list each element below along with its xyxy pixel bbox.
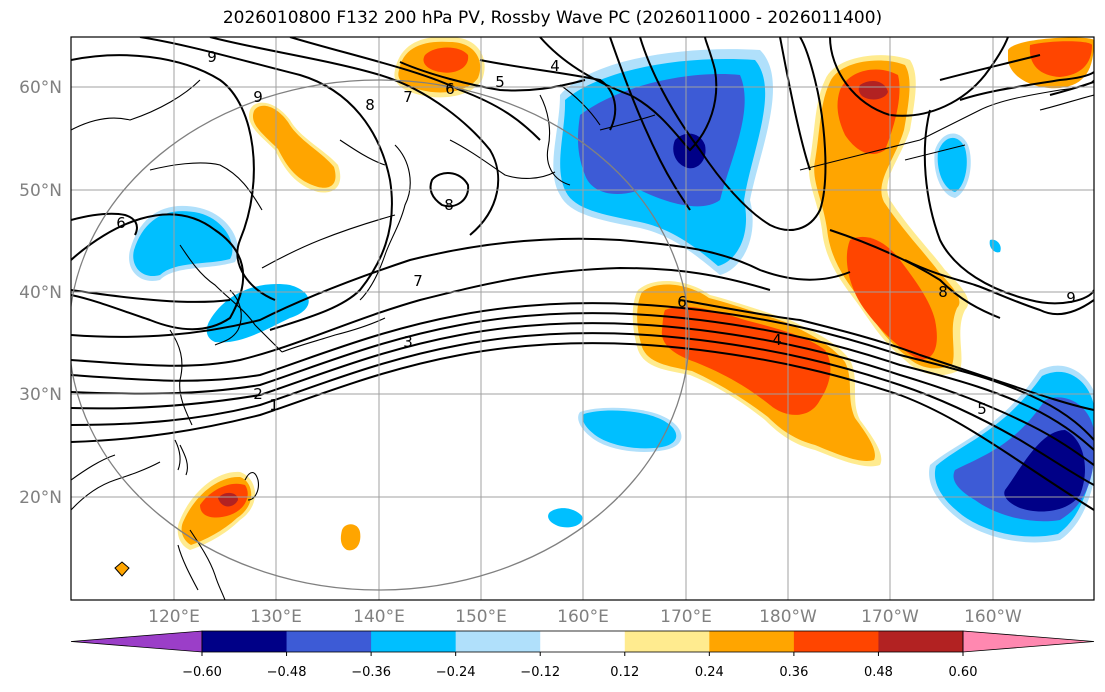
lon-label: 120°E	[148, 607, 200, 627]
contour-label: 9	[253, 88, 263, 106]
latitude-labels: 60°N 50°N 40°N 30°N 20°N	[19, 78, 62, 508]
contour-label: 5	[977, 400, 987, 418]
colorbar-tick-label: −0.24	[436, 665, 476, 680]
lon-label: 160°E	[557, 607, 609, 627]
colorbar-segment	[286, 631, 372, 652]
colorbar-tick-label: −0.12	[520, 665, 560, 680]
colorbar-segment	[878, 631, 964, 652]
contour-label: 8	[444, 196, 454, 214]
colorbar-segment	[202, 631, 288, 652]
map-gridlines	[71, 37, 1094, 600]
pv-contours	[71, 37, 1094, 511]
contour-label: 8	[365, 96, 375, 114]
colorbar-tick-label: −0.48	[267, 665, 307, 680]
map-title: 2026010800 F132 200 hPa PV, Rossby Wave …	[222, 8, 883, 28]
contour-label: 9	[207, 48, 217, 66]
lat-label: 50°N	[19, 181, 62, 201]
colorbar-tick-label: −0.36	[351, 665, 391, 680]
contour-label: 5	[495, 73, 505, 91]
contour-label: 4	[550, 57, 560, 75]
map-frame	[70, 36, 1095, 601]
lat-label: 20°N	[19, 488, 62, 508]
colorbar-extend-high	[962, 630, 1095, 653]
lon-label: 180°W	[759, 607, 817, 627]
colorbar-segment	[624, 631, 710, 652]
contour-label: 9	[1066, 289, 1076, 307]
lon-label: 160°W	[964, 607, 1022, 627]
contour-label: 6	[445, 80, 455, 98]
colorbar-tick-label: 0.24	[695, 665, 724, 680]
coastlines	[71, 79, 1094, 600]
colorbar-tick-label: 0.12	[610, 665, 639, 680]
colorbar-segment	[371, 631, 457, 652]
lon-label: 130°E	[250, 607, 302, 627]
longitude-labels: 120°E 130°E 140°E 150°E 160°E 170°E 180°…	[148, 607, 1022, 627]
contour-labels: 9 8 7 6 5 4 9 8 7 6 3 2 1 6 4 5 8 9	[116, 48, 1076, 418]
contour-label: 7	[413, 272, 423, 290]
contour-label: 6	[116, 214, 126, 232]
colorbar: −0.60 −0.48 −0.36 −0.24 −0.12 0.12 0.24 0.36 0.4…	[70, 630, 1095, 680]
colorbar-segment	[540, 631, 626, 652]
colorbar-segment	[455, 631, 541, 652]
colorbar-segment	[793, 631, 879, 652]
contour-label: 6	[677, 293, 687, 311]
map-plot-area: 9 8 7 6 5 4 9 8 7 6 3 2 1 6 4 5 8 9	[71, 37, 1094, 600]
lon-label: 140°E	[353, 607, 405, 627]
lat-label: 40°N	[19, 283, 62, 303]
lat-label: 30°N	[19, 385, 62, 405]
colorbar-tick-label: 0.36	[779, 665, 808, 680]
lon-label: 170°W	[861, 607, 919, 627]
colorbar-frame	[201, 630, 964, 653]
contour-label: 8	[938, 283, 948, 301]
colorbar-segment	[709, 631, 795, 652]
lat-label: 60°N	[19, 78, 62, 98]
colorbar-tick-label: −0.60	[182, 665, 222, 680]
contour-label: 2	[253, 385, 263, 403]
negative-anomaly-fills	[129, 49, 1094, 543]
colorbar-tick-label: 0.48	[864, 665, 893, 680]
contour-label: 1	[269, 396, 279, 414]
contour-label: 7	[403, 88, 413, 106]
colorbar-extend-low	[70, 630, 203, 653]
colorbar-tick-label: 0.60	[949, 665, 978, 680]
lon-label: 150°E	[455, 607, 507, 627]
contour-label: 4	[772, 331, 782, 349]
lon-label: 170°E	[660, 607, 712, 627]
region-circle	[71, 79, 690, 591]
contour-label: 3	[403, 333, 413, 351]
